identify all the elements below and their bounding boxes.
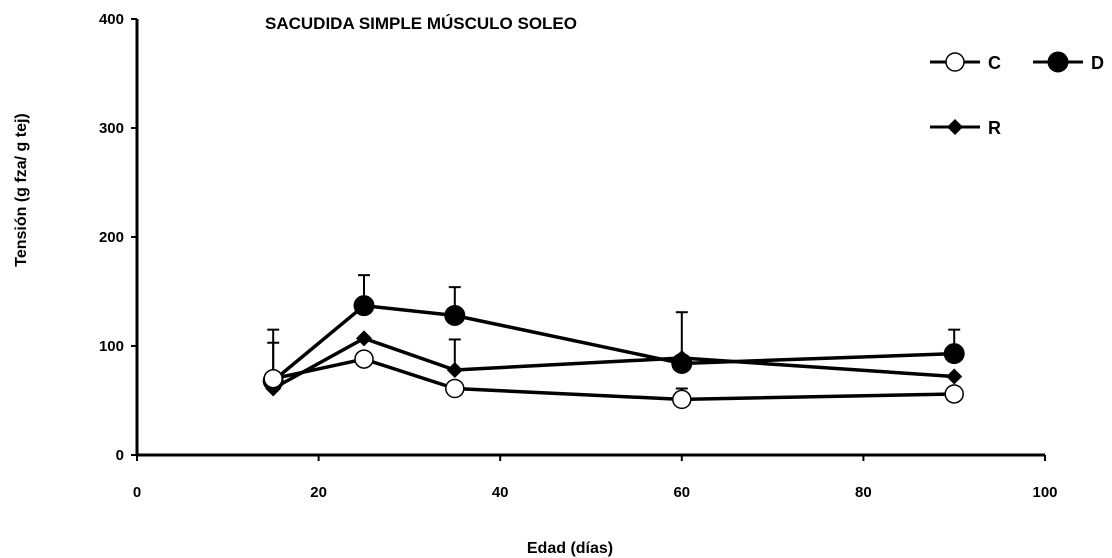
data-point-c (263, 368, 283, 389)
legend-marker-d (1047, 51, 1069, 73)
y-tick-label: 100 (99, 338, 124, 355)
series-lines (272, 303, 955, 402)
y-tick-label: 400 (99, 11, 124, 28)
y-tick-label: 200 (99, 229, 124, 246)
x-tick-label: 80 (855, 484, 872, 501)
data-point-d (943, 343, 965, 365)
x-tick-label: 0 (133, 484, 141, 501)
legend-marker-c (945, 52, 965, 72)
error-bars (267, 274, 961, 400)
x-axis-title: Edad (días) (527, 540, 613, 557)
legend-marker-r (947, 119, 963, 135)
x-tick-label: 100 (1032, 484, 1057, 501)
data-point-r (446, 361, 463, 378)
y-tick-label: 300 (99, 120, 124, 137)
data-point-r (356, 330, 372, 347)
legend-label-c: C (988, 53, 1001, 73)
markers (262, 295, 965, 410)
data-point-c (944, 384, 964, 404)
x-tick-label: 40 (492, 484, 509, 501)
series-line-c (272, 357, 955, 402)
legend-label-r: R (988, 118, 1001, 138)
x-tick-label: 60 (673, 484, 690, 501)
data-point-d (353, 295, 375, 317)
data-point-r (673, 349, 690, 366)
data-point-c (445, 378, 465, 399)
legend: C D R (930, 51, 1104, 138)
data-point-c (354, 349, 374, 369)
axes: 0 100 200 300 400 0 20 40 60 80 100 (99, 11, 1058, 501)
x-tick-label: 20 (310, 484, 327, 501)
y-axis-title: Tensión (g fza/ g tej) (13, 113, 30, 266)
chart-title: SACUDIDA SIMPLE MÚSCULO SOLEO (265, 14, 577, 33)
data-point-c (672, 389, 692, 410)
data-point-d (444, 304, 466, 326)
legend-label-d: D (1091, 53, 1104, 73)
y-tick-label: 0 (116, 447, 124, 464)
data-point-r (946, 368, 963, 385)
